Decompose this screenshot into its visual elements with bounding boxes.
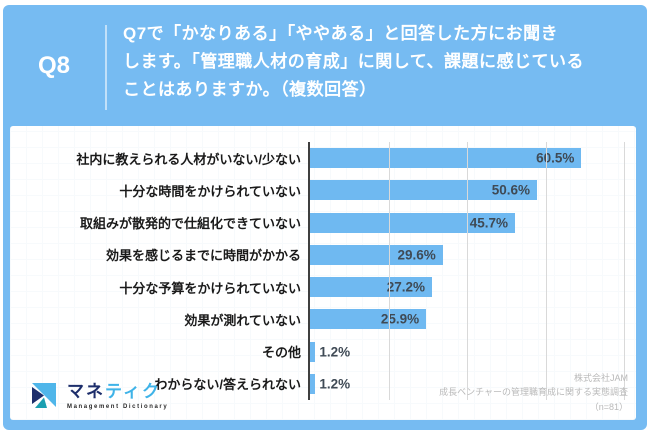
gridline-0 <box>388 142 390 400</box>
bar-value-label-2: 45.7% <box>469 215 508 231</box>
gridline-1 <box>467 142 468 400</box>
y-axis-line <box>308 142 310 400</box>
logo-wordmark-blue: ティク <box>105 381 161 401</box>
category-labels: 社内に教えられる人材がいない/少ない十分な時間をかけられていない取組みが散発的で… <box>10 142 301 400</box>
plot-area: 60.5% 50.6% 45.7% 29.6% 27.2% 25.9% 1.2% 1.2% <box>308 142 625 400</box>
bar-value-label-5: 25.9% <box>380 311 420 327</box>
gridline-2 <box>545 142 547 400</box>
bar-value-label-6: 1.2% <box>319 344 351 360</box>
category-label-0: 社内に教えられる人材がいない/少ない <box>76 151 301 167</box>
bar-row-4: 27.2% <box>310 271 624 303</box>
category-label-1: 十分な時間をかけられていない <box>119 183 301 199</box>
bar-row-7: 1.2% <box>310 368 624 400</box>
bar-row-2: 45.7% <box>310 207 624 239</box>
bar-row-1: 50.6% <box>310 174 624 206</box>
logo-wordmark: マネティク <box>67 381 168 401</box>
category-label-2: 取組みが散発的で仕組化できていない <box>79 216 301 232</box>
bar-1 <box>310 180 537 201</box>
header-divider <box>105 25 107 110</box>
source-survey-title: 成長ベンチャーの管理職育成に関する実態調査 <box>439 387 628 397</box>
bar-row-3: 29.6% <box>310 239 624 271</box>
question-line-2: します。「管理職人材の育成」に関して、課題に感じている <box>123 52 584 71</box>
bar-2 <box>310 212 515 233</box>
question-line-3: ことはありますか。（複数回答） <box>123 80 377 99</box>
question-text: Q7で「かなりある」「ややある」と回答した方にお聞き します。「管理職人材の育成… <box>107 5 647 126</box>
category-label-5: 効果が測れていない <box>184 312 301 328</box>
logo-subtext: Management Dictionary <box>67 403 169 410</box>
logo-mark-icon <box>32 383 56 408</box>
bar-value-label-0: 60.5% <box>536 150 575 166</box>
brand-logo: マネティク Management Dictionary <box>30 381 168 411</box>
category-label-7: わからない/答えられない <box>154 377 301 393</box>
bar-4 <box>310 277 432 298</box>
category-label-6: その他 <box>261 345 301 361</box>
bar-0 <box>310 148 582 169</box>
question-line-1: Q7で「かなりある」「ややある」と回答した方にお聞き <box>123 24 559 43</box>
bar-value-label-7: 1.2% <box>319 376 351 392</box>
bar-5 <box>310 309 427 330</box>
survey-card: Q8 Q7で「かなりある」「ややある」と回答した方にお聞き します。「管理職人材… <box>3 5 647 430</box>
logo-wordmark-navy: マネ <box>67 381 105 401</box>
logo-text: マネティク Management Dictionary <box>67 381 169 410</box>
source-sample-size: （n=81） <box>589 401 628 412</box>
chart-panel: 社内に教えられる人材がいない/少ない十分な時間をかけられていない取組みが散発的で… <box>10 126 636 420</box>
bar-value-label-4: 27.2% <box>386 279 425 295</box>
bar-6 <box>310 341 316 362</box>
category-label-3: 効果を感じるまでに時間がかかる <box>105 248 301 264</box>
question-header: Q8 Q7で「かなりある」「ややある」と回答した方にお聞き します。「管理職人材… <box>3 5 647 126</box>
bar-row-6: 1.2% <box>310 336 624 368</box>
question-number: Q8 <box>37 51 70 79</box>
bar-row-5: 25.9% <box>310 303 624 335</box>
gridline-3 <box>624 142 625 400</box>
source-company: 株式会社JAM <box>573 372 628 383</box>
bar-value-label-3: 29.6% <box>397 247 436 263</box>
category-label-4: 十分な予算をかけられていない <box>119 280 301 296</box>
source-attribution: 株式会社JAM 成長ベンチャーの管理職育成に関する実態調査 （n=81） <box>439 371 628 415</box>
bar-3 <box>310 244 443 265</box>
bar-7 <box>310 373 316 394</box>
bar-value-label-1: 50.6% <box>491 182 530 198</box>
